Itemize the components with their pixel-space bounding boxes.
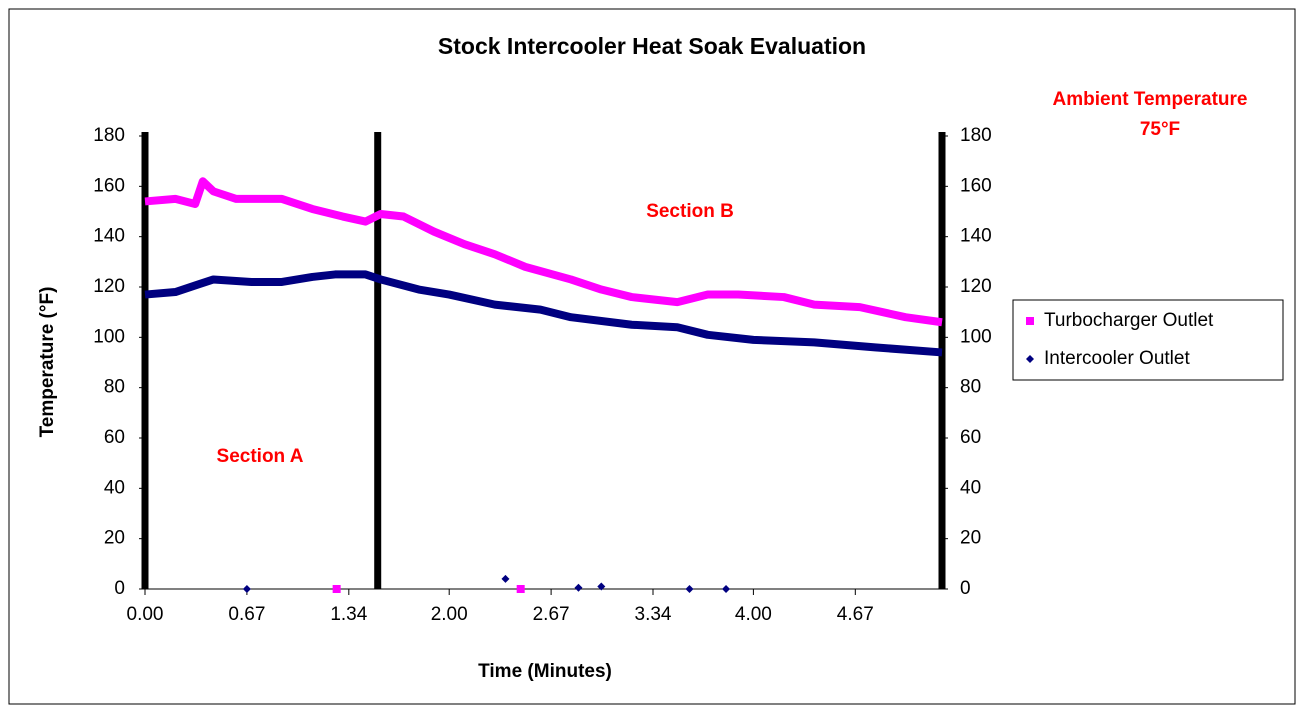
x-tick-label: 0.00: [127, 604, 164, 625]
x-tick-label: 1.34: [330, 604, 367, 625]
y-tick-label: 80: [104, 377, 125, 398]
marker: [332, 585, 341, 593]
annotation: Ambient Temperature: [1053, 89, 1248, 110]
marker: [574, 583, 583, 592]
annotation: Section B: [646, 201, 734, 222]
y-tick-label: 180: [93, 125, 125, 146]
y-axis-title: Temperature (°F): [37, 287, 58, 438]
y2-tick-label: 140: [960, 226, 992, 247]
marker: [722, 585, 731, 593]
series-line: [144, 270, 943, 357]
y2-tick-label: 20: [960, 528, 981, 549]
series-line: [144, 177, 943, 327]
y2-tick-label: 40: [960, 477, 981, 498]
y-tick-label: 100: [93, 326, 125, 347]
legend-label: Turbocharger Outlet: [1044, 310, 1214, 331]
y-tick-label: 0: [114, 578, 125, 599]
marker: [516, 585, 525, 593]
marker: [1026, 355, 1034, 363]
x-tick-label: 2.67: [533, 604, 570, 625]
x-tick-label: 4.67: [837, 604, 874, 625]
x-tick-label: 3.34: [635, 604, 672, 625]
x-tick-label: 4.00: [735, 604, 772, 625]
marker: [685, 585, 694, 593]
y2-tick-label: 160: [960, 175, 992, 196]
y2-tick-label: 0: [960, 578, 971, 599]
marker: [1026, 317, 1034, 325]
x-tick-label: 0.67: [228, 604, 265, 625]
x-tick-label: 2.00: [431, 604, 468, 625]
y2-tick-label: 180: [960, 125, 992, 146]
x-axis-title: Time (Minutes): [478, 661, 612, 682]
y-tick-label: 60: [104, 427, 125, 448]
y2-tick-label: 100: [960, 326, 992, 347]
marker: [597, 582, 606, 591]
y-tick-label: 40: [104, 477, 125, 498]
y2-tick-label: 60: [960, 427, 981, 448]
chart-title: Stock Intercooler Heat Soak Evaluation: [438, 33, 866, 59]
annotation: 75°F: [1140, 119, 1180, 140]
y-tick-label: 160: [93, 175, 125, 196]
legend-box: [1012, 299, 1284, 381]
y-tick-label: 20: [104, 528, 125, 549]
y2-tick-label: 80: [960, 377, 981, 398]
y-tick-label: 120: [93, 276, 125, 297]
y2-tick-label: 120: [960, 276, 992, 297]
legend-label: Intercooler Outlet: [1044, 348, 1190, 369]
annotation: Section A: [217, 446, 304, 467]
marker: [242, 585, 251, 593]
marker: [501, 574, 510, 583]
y-tick-label: 140: [93, 226, 125, 247]
